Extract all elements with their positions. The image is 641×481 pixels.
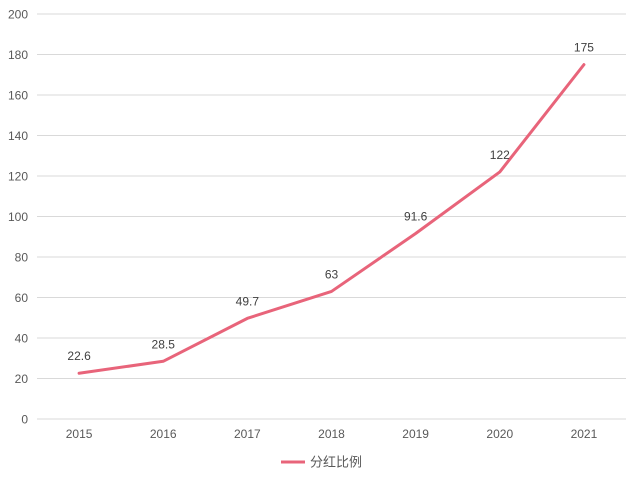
y-tick-label: 180 <box>8 48 28 62</box>
gridlines <box>37 13 626 420</box>
x-tick-label: 2021 <box>571 427 598 441</box>
y-tick-label: 100 <box>8 210 28 224</box>
y-tick-label: 120 <box>8 170 28 184</box>
y-tick-label: 140 <box>8 129 28 143</box>
legend-label-series-1: 分红比例 <box>310 455 362 470</box>
data-label: 63 <box>325 267 339 281</box>
x-tick-label: 2016 <box>150 427 177 441</box>
data-label: 122 <box>490 148 510 162</box>
data-label: 28.5 <box>152 337 176 351</box>
y-tick-label: 160 <box>8 89 28 103</box>
x-tick-label: 2017 <box>234 427 261 441</box>
x-tick-label: 2020 <box>486 427 513 441</box>
data-label: 91.6 <box>404 210 428 224</box>
data-label: 175 <box>574 41 594 55</box>
y-tick-label: 0 <box>21 413 28 427</box>
data-label: 49.7 <box>236 294 260 308</box>
data-label: 22.6 <box>67 349 91 363</box>
y-tick-label: 200 <box>8 8 28 22</box>
x-tick-label: 2015 <box>66 427 93 441</box>
y-tick-label: 80 <box>15 251 29 265</box>
data-labels: 22.6 28.5 49.7 63 91.6 122 175 <box>67 41 594 364</box>
x-axis-ticks: 2015 2016 2017 2018 2019 2020 2021 <box>66 427 598 441</box>
y-tick-label: 40 <box>15 332 29 346</box>
legend: 分红比例 <box>281 455 362 470</box>
x-tick-label: 2018 <box>318 427 345 441</box>
series-line-1 <box>77 63 586 375</box>
y-tick-label: 20 <box>15 372 29 386</box>
x-tick-label: 2019 <box>402 427 429 441</box>
series-lines <box>77 63 586 375</box>
y-tick-label: 60 <box>15 291 29 305</box>
y-axis-ticks: 0 20 40 60 80 100 120 140 160 180 200 <box>8 8 28 427</box>
